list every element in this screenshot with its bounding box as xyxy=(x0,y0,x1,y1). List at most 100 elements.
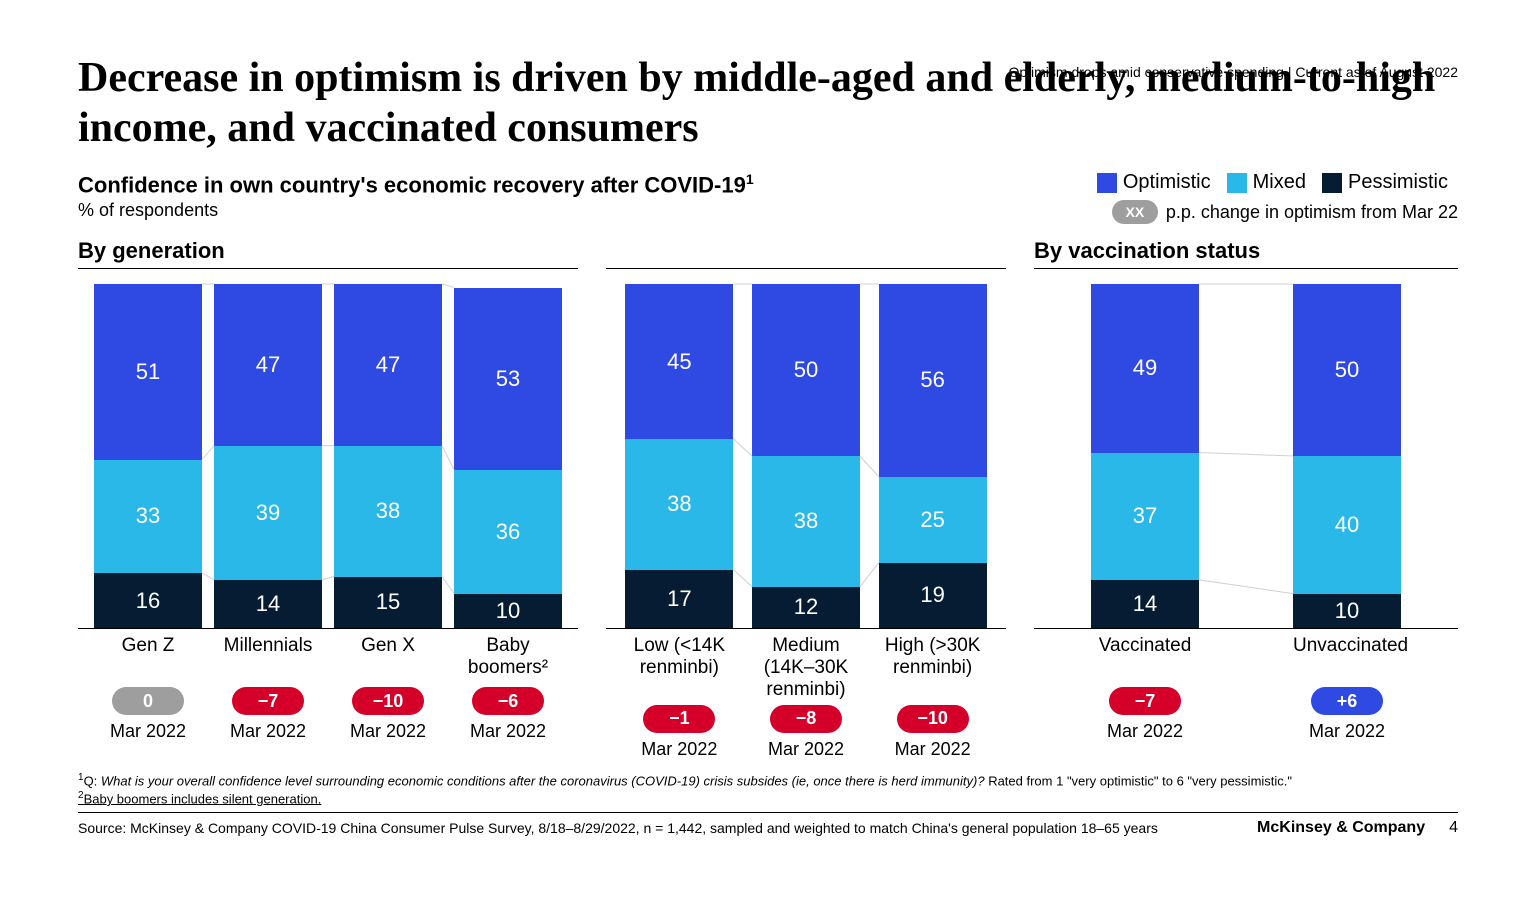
date-label: Mar 2022 xyxy=(752,739,860,760)
category-label: Vaccinated xyxy=(1091,635,1199,683)
seg-optimistic: 53 xyxy=(454,288,562,470)
date-row: Mar 2022 Mar 2022 Mar 2022 xyxy=(606,739,1006,760)
header-context: Optimism drops amid conservative spendin… xyxy=(1008,64,1458,80)
footnote-1-italic: What is your overall confidence level su… xyxy=(101,773,985,788)
category-row: Gen ZMillennialsGen XBaby boomers² xyxy=(78,629,578,683)
legend-label: Pessimistic xyxy=(1348,171,1448,194)
stacked-bar: 173845 xyxy=(625,284,733,628)
slide: Optimism drops amid conservative spendin… xyxy=(0,54,1536,918)
change-pill: +6 xyxy=(1311,687,1383,715)
bars-area: 173845123850192556 xyxy=(606,275,1006,629)
category-label: Baby boomers² xyxy=(454,635,562,683)
legend-swatch xyxy=(1097,173,1117,193)
stacked-bar: 103653 xyxy=(454,288,562,629)
change-pill: 0 xyxy=(112,687,184,715)
seg-mixed: 25 xyxy=(879,477,987,563)
change-pill-row: −1 −8 −10 xyxy=(606,705,1006,733)
seg-optimistic: 50 xyxy=(1293,284,1401,456)
footnote-1-suffix: Rated from 1 "very optimistic" to 6 "ver… xyxy=(985,773,1292,788)
change-pill: −10 xyxy=(352,687,424,715)
stacked-bar: 192556 xyxy=(879,284,987,628)
category-row: Vaccinated Unvaccinated xyxy=(1034,629,1458,683)
subtitle-row: Confidence in own country's economic rec… xyxy=(78,171,1458,224)
stacked-bar: 153847 xyxy=(334,284,442,628)
change-pill-row: 0 −7 −10 −6 xyxy=(78,687,578,715)
page-number: 4 xyxy=(1449,819,1458,837)
subtitle-text: Confidence in own country's economic rec… xyxy=(78,172,746,197)
chart-panel: 173845123850192556Low (<14K renminbi)Med… xyxy=(606,275,1006,760)
category-label: Gen X xyxy=(334,635,442,683)
stacked-bar: 123850 xyxy=(752,284,860,628)
chart-subtitle-unit: % of respondents xyxy=(78,200,754,221)
chart-panel: 163351143947153847103653Gen ZMillennials… xyxy=(78,275,578,760)
legend-swatch xyxy=(1322,173,1342,193)
source-row: Source: McKinsey & Company COVID-19 Chin… xyxy=(78,812,1458,837)
seg-pessimistic: 15 xyxy=(334,577,442,629)
date-label: Mar 2022 xyxy=(334,721,442,742)
seg-pessimistic: 14 xyxy=(1091,580,1199,628)
seg-mixed: 38 xyxy=(334,446,442,577)
category-label: Gen Z xyxy=(94,635,202,683)
seg-optimistic: 47 xyxy=(214,284,322,446)
panel-title: By generation xyxy=(78,238,578,269)
legend-label: Mixed xyxy=(1253,171,1306,194)
seg-optimistic: 56 xyxy=(879,284,987,477)
legend-pill: XX xyxy=(1112,200,1158,224)
legend-pill-label: p.p. change in optimism from Mar 22 xyxy=(1166,202,1458,223)
category-row: Low (<14K renminbi) Medium (14K–30K renmi… xyxy=(606,629,1006,701)
change-pill: −10 xyxy=(897,705,969,733)
footnotes: 1Q: What is your overall confidence leve… xyxy=(78,772,1458,807)
footnote-2: 2Baby boomers includes silent generation… xyxy=(78,790,1458,806)
stacked-bar: 163351 xyxy=(94,284,202,628)
legend-label: Optimistic xyxy=(1123,171,1211,194)
seg-mixed: 38 xyxy=(752,456,860,587)
footnote-2-text: Baby boomers includes silent generation. xyxy=(84,791,322,806)
panel-titles-row: By generation By vaccination status xyxy=(78,238,1458,269)
legend-swatch xyxy=(1227,173,1247,193)
change-pill-row: −7 +6 xyxy=(1034,687,1458,715)
source-text: Source: McKinsey & Company COVID-19 Chin… xyxy=(78,820,1158,836)
seg-mixed: 36 xyxy=(454,470,562,594)
stacked-bar: 143749 xyxy=(1091,284,1199,628)
seg-pessimistic: 10 xyxy=(1293,594,1401,628)
category-label: Low (<14K renminbi) xyxy=(625,635,733,701)
seg-optimistic: 51 xyxy=(94,284,202,459)
seg-pessimistic: 12 xyxy=(752,587,860,628)
change-pill: −6 xyxy=(472,687,544,715)
seg-pessimistic: 16 xyxy=(94,573,202,628)
change-pill: −1 xyxy=(643,705,715,733)
seg-pessimistic: 10 xyxy=(454,594,562,628)
category-label: High (>30K renminbi) xyxy=(879,635,987,701)
date-row: Mar 2022Mar 2022Mar 2022Mar 2022 xyxy=(78,721,578,742)
category-label: Millennials xyxy=(214,635,322,683)
seg-optimistic: 50 xyxy=(752,284,860,456)
footnote-1: 1Q: What is your overall confidence leve… xyxy=(78,772,1458,788)
seg-mixed: 39 xyxy=(214,446,322,580)
panel-title xyxy=(606,238,1006,269)
seg-optimistic: 49 xyxy=(1091,284,1199,453)
chart-subtitle: Confidence in own country's economic rec… xyxy=(78,171,754,198)
seg-optimistic: 47 xyxy=(334,284,442,446)
seg-pessimistic: 14 xyxy=(214,580,322,628)
category-label: Medium (14K–30K renminbi) xyxy=(752,635,860,701)
date-row: Mar 2022Mar 2022 xyxy=(1034,721,1458,742)
date-label: Mar 2022 xyxy=(879,739,987,760)
change-pill: −7 xyxy=(1109,687,1181,715)
date-label: Mar 2022 xyxy=(625,739,733,760)
date-label: Mar 2022 xyxy=(1091,721,1199,742)
change-pill: −7 xyxy=(232,687,304,715)
seg-mixed: 38 xyxy=(625,439,733,570)
bars-area: 143749104050 xyxy=(1034,275,1458,629)
subtitle-super: 1 xyxy=(746,171,754,187)
category-label: Unvaccinated xyxy=(1293,635,1401,683)
chart-panel: 143749104050VaccinatedUnvaccinated−7+6Ma… xyxy=(1034,275,1458,760)
footnote-1-prefix: Q: xyxy=(84,773,101,788)
seg-pessimistic: 19 xyxy=(879,563,987,628)
seg-mixed: 37 xyxy=(1091,453,1199,580)
seg-optimistic: 45 xyxy=(625,284,733,439)
bars-area: 163351143947153847103653 xyxy=(78,275,578,629)
date-label: Mar 2022 xyxy=(214,721,322,742)
stacked-bar: 143947 xyxy=(214,284,322,628)
seg-pessimistic: 17 xyxy=(625,570,733,628)
change-pill: −8 xyxy=(770,705,842,733)
